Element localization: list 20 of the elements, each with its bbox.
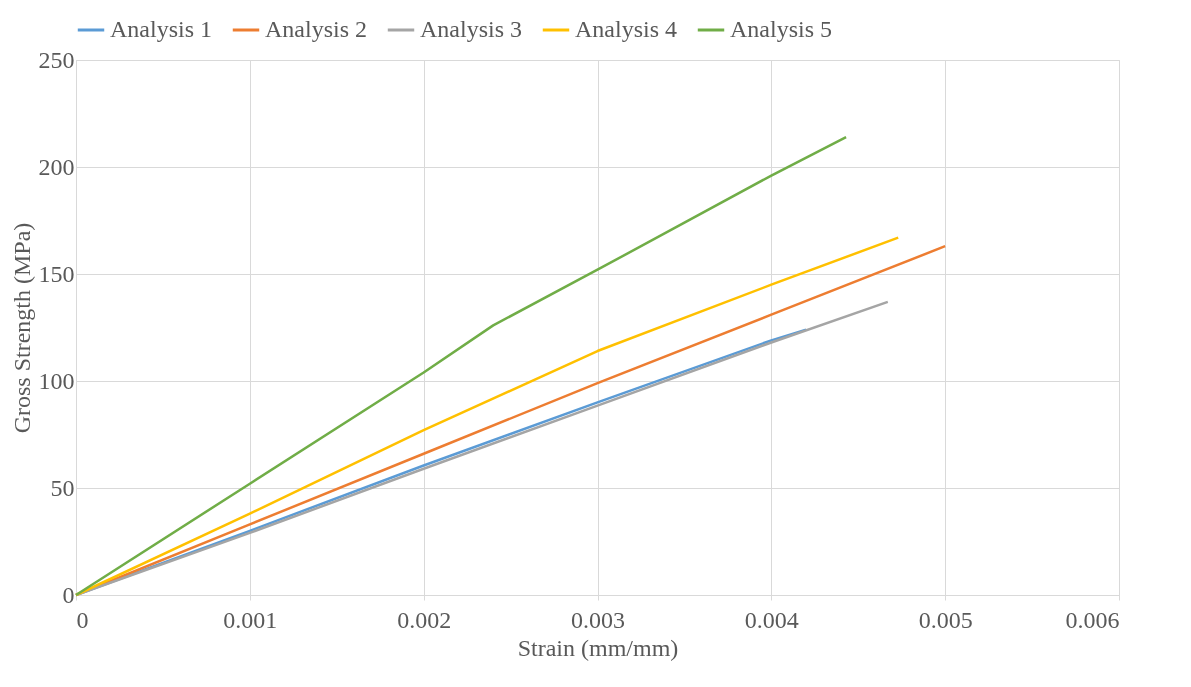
y-tick-label: 0: [62, 581, 75, 608]
line-series: [74, 135, 848, 597]
x-tick-label: 0.002: [397, 606, 452, 633]
x-tick-label: 0.003: [571, 606, 625, 633]
legend-label: Analysis 4: [575, 16, 677, 42]
legend-label: Analysis 3: [420, 16, 522, 42]
x-tick-label: 0.005: [918, 606, 973, 633]
legend-label: Analysis 1: [110, 16, 212, 42]
y-axis-title: Gross Strength (MPa): [8, 222, 35, 434]
x-axis-title: Strain (mm/mm): [517, 634, 679, 661]
y-tick-label: 150: [38, 260, 75, 287]
legend-label: Analysis 2: [265, 16, 367, 42]
x-tick-label: 0.006: [1065, 606, 1120, 633]
y-tick-label: 100: [38, 367, 75, 394]
y-tick-label: 50: [50, 474, 75, 501]
legend-label: Analysis 5: [730, 16, 832, 42]
y-tick-label: 250: [38, 46, 75, 73]
x-tick-label: 0.001: [223, 606, 278, 633]
x-tick-label: 0.004: [744, 606, 799, 633]
y-tick-label: 200: [38, 153, 75, 180]
